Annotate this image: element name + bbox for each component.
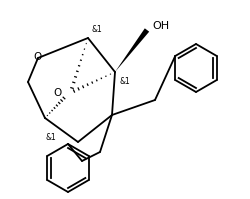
- Text: &1: &1: [92, 24, 102, 33]
- Text: O: O: [54, 88, 62, 98]
- Text: &1: &1: [46, 134, 56, 142]
- Polygon shape: [114, 28, 148, 72]
- Text: OH: OH: [152, 21, 168, 31]
- Text: &1: &1: [120, 76, 130, 86]
- Text: O: O: [34, 52, 42, 62]
